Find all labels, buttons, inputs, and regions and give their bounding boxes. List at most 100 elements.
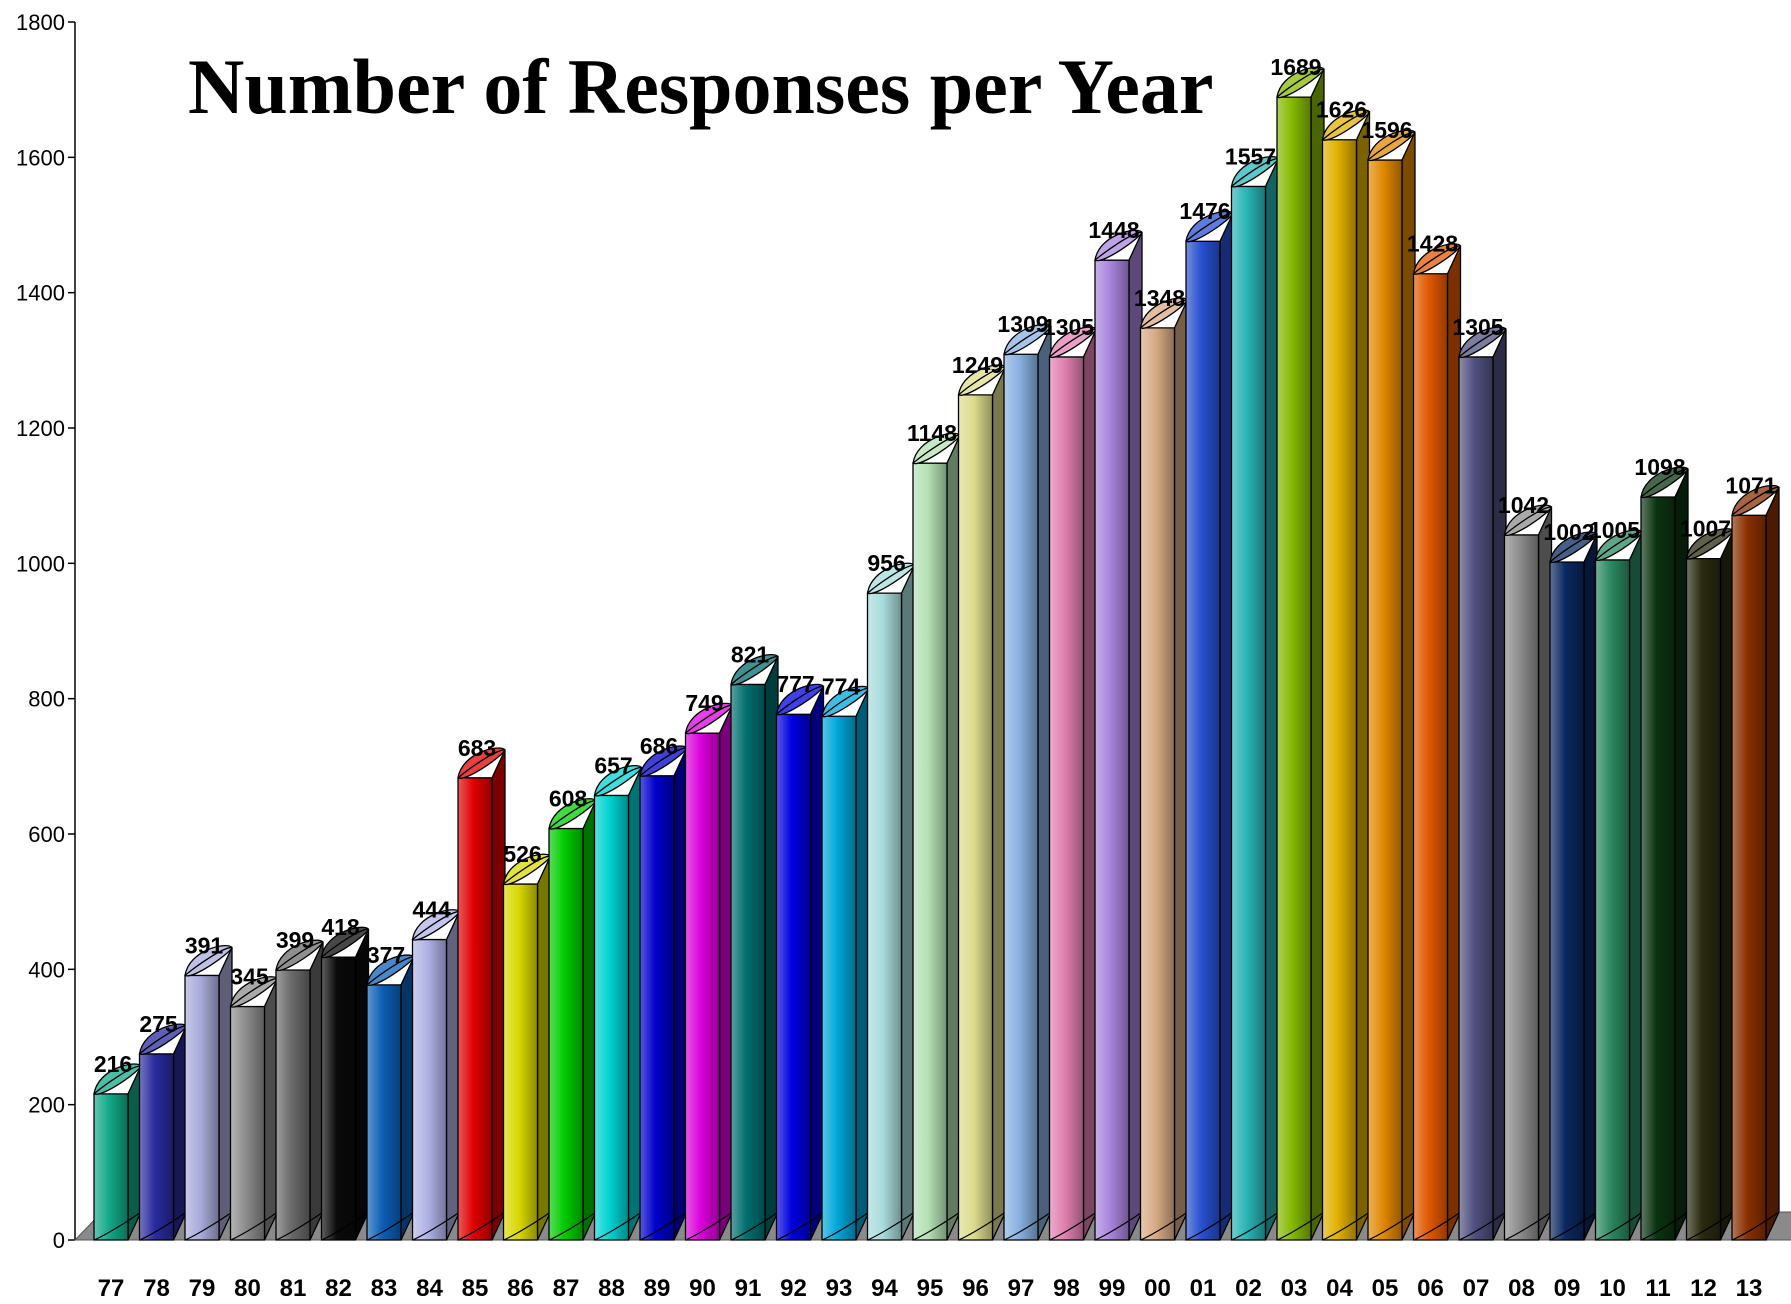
data-label-13: 1071 <box>1725 472 1776 498</box>
bar-body <box>730 683 766 1241</box>
bar-body <box>275 969 311 1241</box>
x-tick-label: 09 <box>1554 1275 1581 1302</box>
x-tick-label: 98 <box>1053 1275 1080 1302</box>
bar-base <box>1458 1211 1507 1241</box>
bar-03 <box>1276 66 1325 1241</box>
x-tick-label: 78 <box>143 1275 170 1302</box>
bar-83 <box>366 954 415 1241</box>
x-tick-label: 79 <box>189 1275 216 1302</box>
data-label-77: 216 <box>94 1051 132 1077</box>
data-label-79: 391 <box>185 932 224 958</box>
x-tick-label: 83 <box>371 1275 398 1302</box>
bar-12 <box>1685 528 1735 1241</box>
x-tick-label: 96 <box>962 1275 989 1302</box>
bar-body <box>1276 96 1312 1241</box>
bar-79 <box>184 944 233 1241</box>
y-tick-label: 1600 <box>16 145 65 170</box>
bar-93 <box>821 685 870 1241</box>
data-label-85: 683 <box>458 735 496 761</box>
bar-88 <box>593 764 643 1241</box>
bar-base <box>1549 1211 1598 1241</box>
bar-body <box>866 592 903 1241</box>
bar-body <box>1094 259 1130 1241</box>
bar-base <box>958 1211 1006 1241</box>
bar-base <box>1003 1211 1052 1241</box>
x-tick-label: 81 <box>280 1275 307 1302</box>
bar-04 <box>1321 109 1371 1241</box>
data-label-98: 1305 <box>1043 314 1094 340</box>
bar-base <box>685 1211 733 1241</box>
x-tick-label: 84 <box>416 1275 443 1302</box>
bar-body <box>1367 159 1403 1241</box>
bar-cap-rim <box>1003 325 1052 355</box>
bar-base <box>412 1211 460 1241</box>
bar-cap-rim <box>958 366 1006 396</box>
data-label-91: 821 <box>731 641 770 667</box>
bar-base <box>1094 1211 1143 1241</box>
bar-body <box>1230 185 1267 1241</box>
bar-base <box>230 1211 278 1241</box>
bar-cap-rim <box>1276 68 1325 98</box>
bar-body <box>548 827 584 1241</box>
bar-body <box>1185 240 1221 1241</box>
bar-base <box>366 1211 415 1241</box>
bar-cap-rim <box>776 685 824 715</box>
bar-cap-rim <box>1549 533 1598 563</box>
bar-body <box>775 713 812 1241</box>
x-tick-label: 88 <box>598 1275 625 1302</box>
y-tick-label: 1000 <box>16 551 65 576</box>
x-axis-ticks: 77 78 79 80 81 82 83 84 85 86 87 88 89 90 91 92 93 94 95 96… <box>98 1275 1763 1302</box>
x-tick-label: 11 <box>1645 1275 1670 1302</box>
bar-base <box>1504 1211 1552 1241</box>
y-tick-label: 0 <box>53 1228 65 1253</box>
bar-side <box>1765 487 1780 1241</box>
bar-cap-rim <box>366 956 415 986</box>
bar-cap-rim <box>1595 531 1643 561</box>
bar-body <box>1321 139 1358 1241</box>
bar-cap-rim <box>230 977 278 1008</box>
data-label-92: 777 <box>776 671 814 697</box>
y-tick-label: 200 <box>28 1093 65 1118</box>
bar-98 <box>1048 326 1098 1241</box>
x-tick-label: 93 <box>826 1275 853 1302</box>
data-label-04: 1626 <box>1316 97 1367 123</box>
bar-base <box>776 1211 824 1241</box>
bar-97 <box>1003 323 1052 1241</box>
bar-95 <box>912 432 961 1241</box>
bar-cap-rim <box>1504 506 1552 536</box>
bar-body <box>93 1093 129 1241</box>
data-label-80: 345 <box>230 964 269 990</box>
bar-86 <box>502 853 552 1241</box>
data-label-78: 275 <box>139 1011 178 1037</box>
bar-cap-rim <box>275 941 324 971</box>
x-tick-label: 77 <box>98 1275 125 1302</box>
data-label-07: 1305 <box>1452 314 1503 340</box>
bar-base <box>275 1211 324 1241</box>
x-tick-label: 85 <box>462 1275 489 1302</box>
y-tick-label: 400 <box>28 957 65 982</box>
x-tick-label: 91 <box>735 1275 762 1302</box>
bar-base <box>93 1211 142 1241</box>
bar-cap-rim <box>93 1065 142 1095</box>
data-label-06: 1428 <box>1407 231 1458 257</box>
bar-base <box>1322 1211 1370 1241</box>
bar-body <box>366 984 402 1241</box>
bar-body <box>1412 273 1449 1241</box>
bar-05 <box>1367 129 1416 1241</box>
x-tick-label: 89 <box>644 1275 671 1302</box>
bar-cap-rim <box>1731 486 1780 516</box>
y-tick-label: 1400 <box>16 281 65 306</box>
bar-02 <box>1230 155 1280 1241</box>
bar-base <box>1595 1211 1643 1241</box>
data-label-89: 686 <box>640 733 678 759</box>
y-axis: 0 200 400 600 800 1000 1200 1400 1600 1800 <box>16 10 76 1253</box>
bar-body <box>1640 496 1676 1241</box>
bar-base <box>1413 1211 1461 1241</box>
bar-96 <box>957 364 1007 1241</box>
bar-cap-rim <box>1322 111 1370 141</box>
data-label-95: 1148 <box>907 420 957 446</box>
y-tick-label: 800 <box>28 687 65 712</box>
bar-cap-rim <box>1231 157 1279 187</box>
bars <box>93 66 1780 1241</box>
x-tick-label: 08 <box>1508 1275 1535 1302</box>
